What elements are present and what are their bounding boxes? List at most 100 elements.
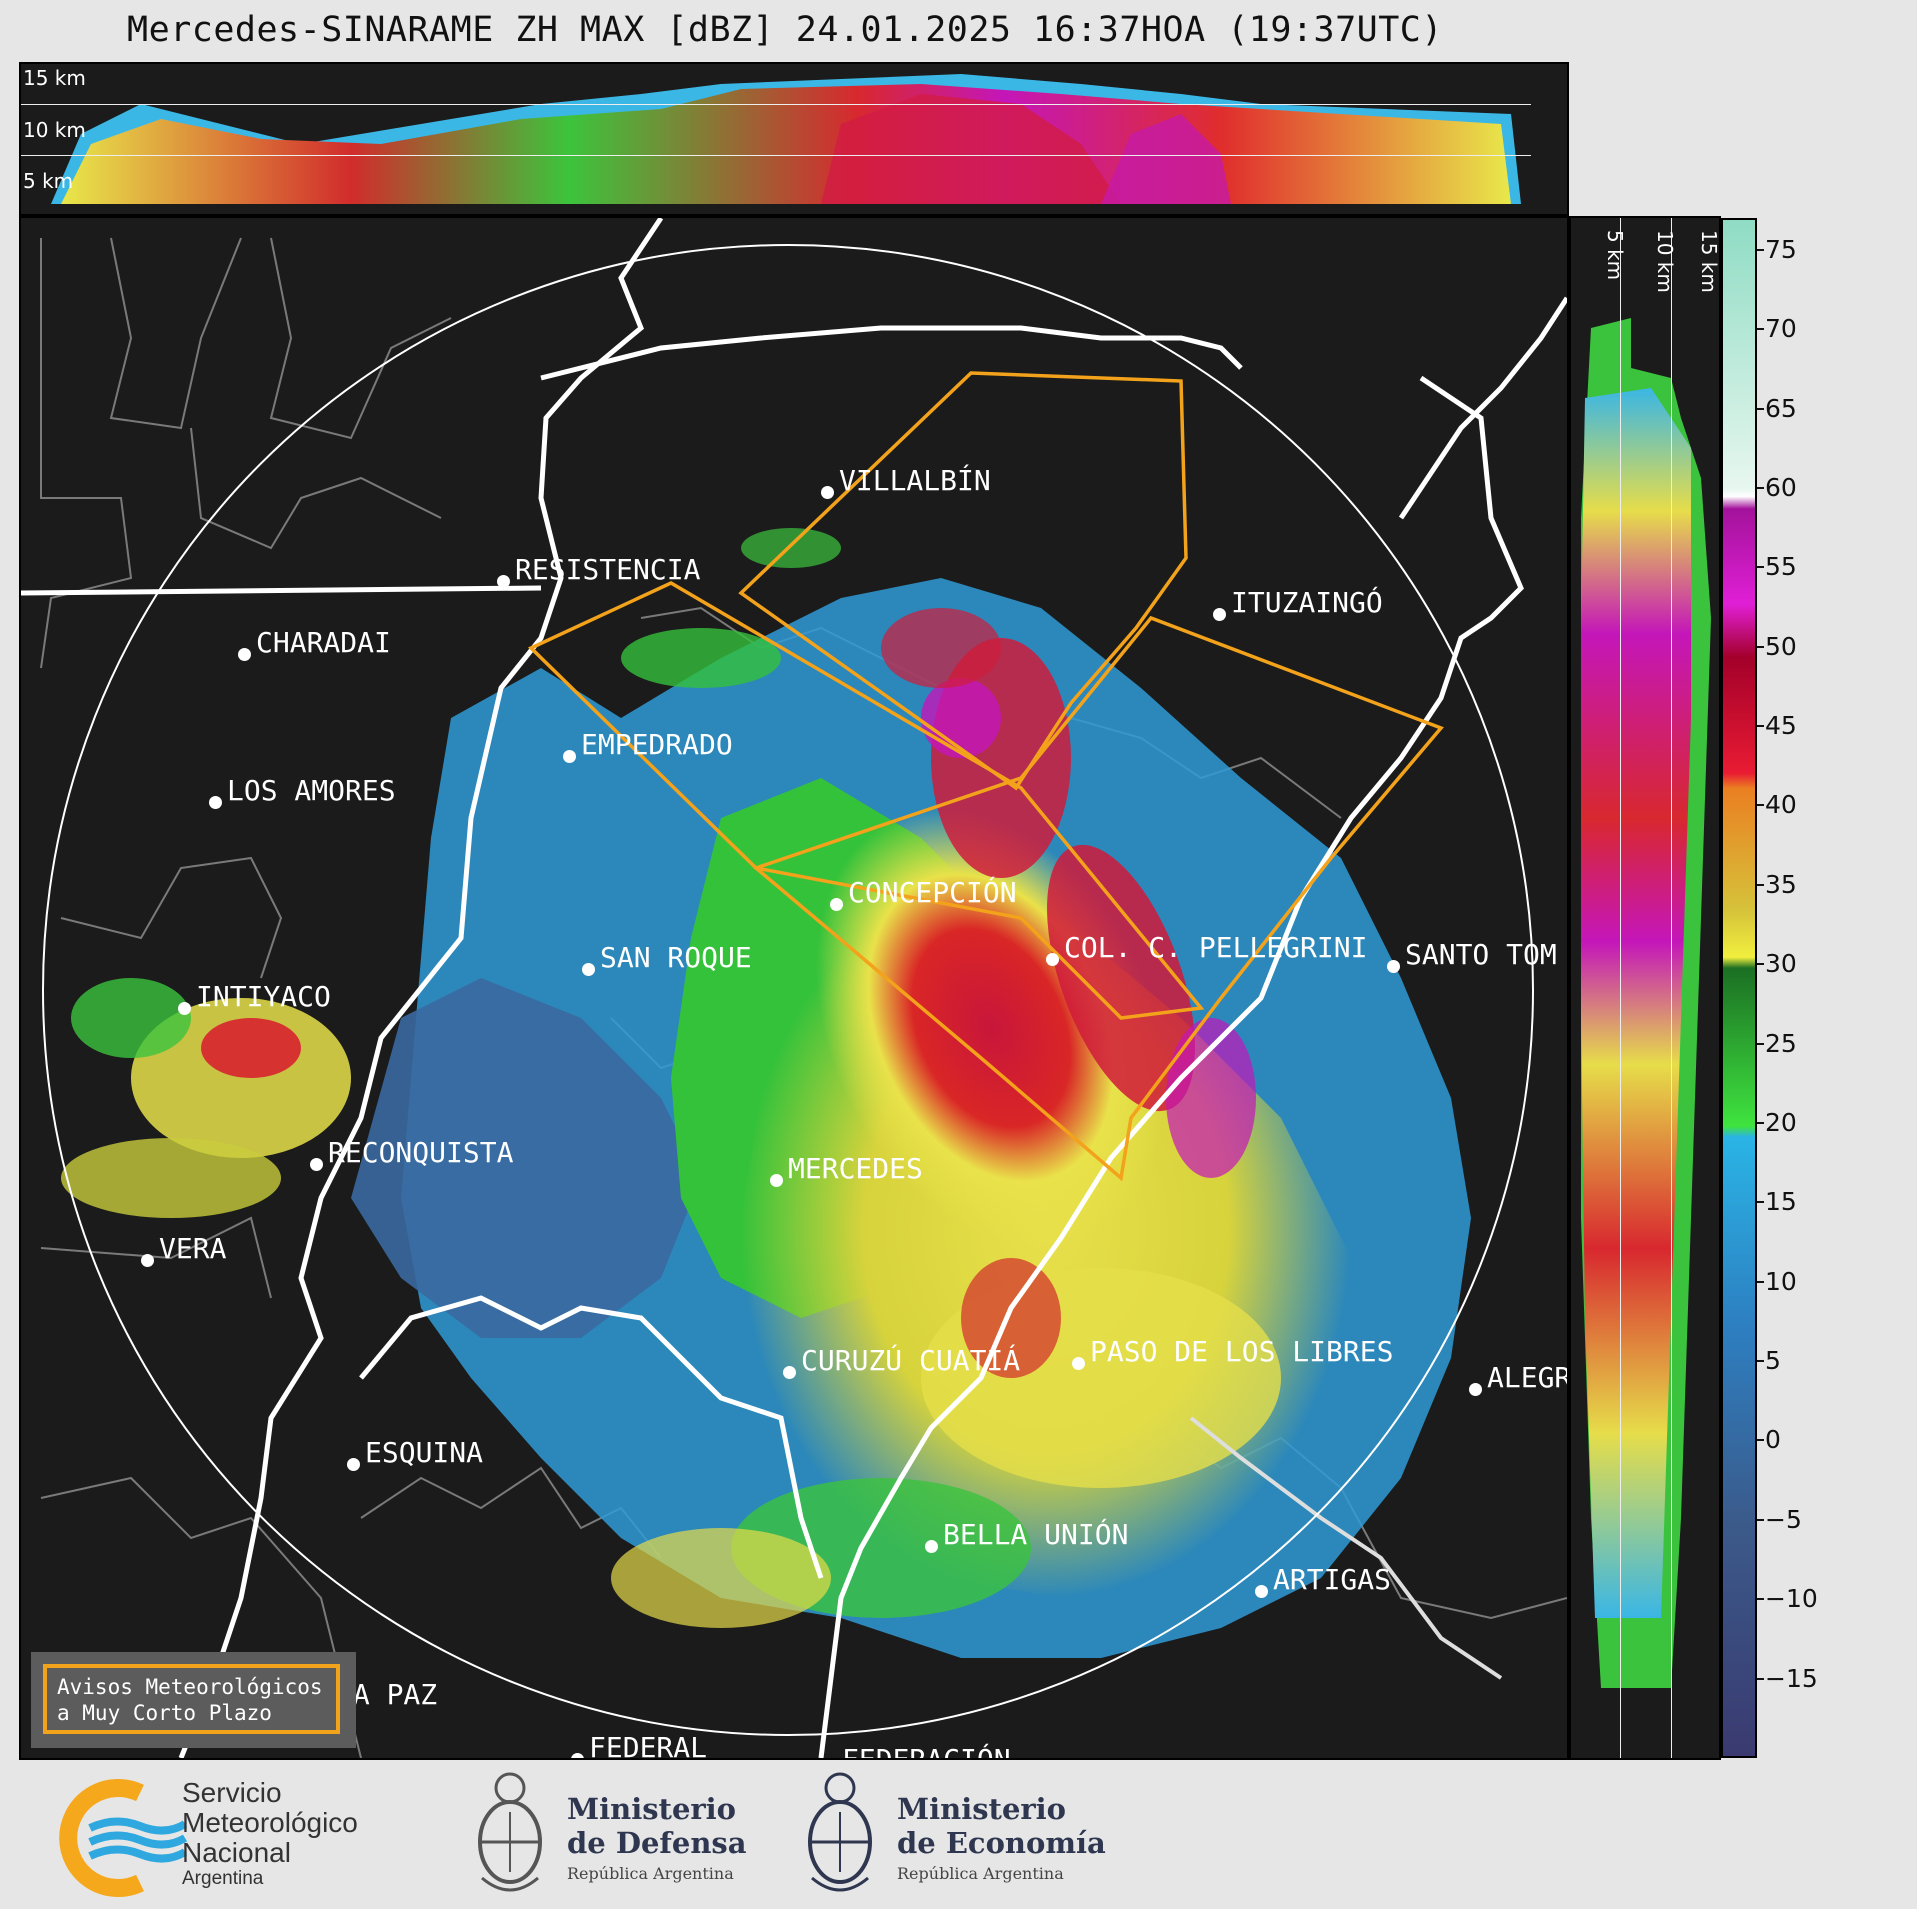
city-marker (141, 1254, 154, 1267)
city-label: CHARADAI (256, 626, 391, 659)
top-cross-section-echoes (51, 74, 1521, 204)
colorbar-tick-label: 20 (1765, 1107, 1797, 1137)
city-marker (1213, 608, 1226, 621)
smn-logo-text: Servicio Meteorológico Nacional Argentin… (182, 1778, 358, 1890)
top-cross-section: 15 km 10 km 5 km (19, 62, 1569, 216)
smn-line4: Argentina (182, 1868, 264, 1889)
dbz-colorbar (1721, 218, 1757, 1758)
city-marker (783, 1366, 796, 1379)
smn-line2: Meteorológico (182, 1807, 358, 1838)
colorbar-tick-label: −10 (1765, 1584, 1818, 1614)
smn-line1: Servicio (182, 1777, 282, 1808)
chart-title: Mercedes-SINARAME ZH MAX [dBZ] 24.01.202… (127, 10, 1443, 50)
right-cross-section: 5 km 10 km 15 km (1569, 216, 1721, 1760)
altitude-line-10km (21, 104, 1531, 105)
city-label: ESQUINA (365, 1436, 484, 1469)
city-label: ARTIGAS (1273, 1563, 1392, 1596)
altitude-line-10km-vertical (1671, 218, 1672, 1758)
altitude-label-5km: 5 km (23, 169, 74, 193)
city-label: COL. C. PELLEGRINI (1064, 931, 1368, 964)
colorbar-tick-mark (1757, 1677, 1764, 1680)
colorbar-tick-mark (1757, 486, 1764, 489)
warning-polygons[interactable] (527, 371, 1444, 1182)
colorbar-tick-label: 35 (1765, 869, 1797, 899)
warning-notice-line1: Avisos Meteorológicos (57, 1675, 323, 1699)
economia-sub: República Argentina (897, 1864, 1064, 1883)
warning-notice-line2: a Muy Corto Plazo (57, 1701, 272, 1725)
city-marker (497, 575, 510, 588)
altitude-label-10km: 10 km (23, 118, 86, 142)
city-label: SAN ROQUE (600, 941, 752, 974)
altitude-line-5km (21, 155, 1531, 156)
colorbar-tick-mark (1757, 1518, 1764, 1521)
economia-line1: Ministerio (897, 1792, 1067, 1826)
altitude-label-15km: 15 km (23, 66, 86, 90)
colorbar-tick-mark (1757, 328, 1764, 331)
colorbar-tick-label: 55 (1765, 552, 1797, 582)
colorbar-tick-label: 0 (1765, 1425, 1781, 1455)
colorbar-tick-label: −5 (1765, 1504, 1802, 1534)
city-marker (1072, 1357, 1085, 1370)
city-label: ITUZAINGÓ (1231, 586, 1383, 619)
city-label: VILLALBÍN (839, 464, 991, 497)
right-altitude-label-10km: 10 km (1653, 230, 1677, 293)
colorbar-tick-label: 45 (1765, 711, 1797, 741)
colorbar-tick-mark (1757, 1042, 1764, 1045)
city-marker (178, 1002, 191, 1015)
colorbar-tick-mark (1757, 566, 1764, 569)
colorbar-tick-label: 60 (1765, 472, 1797, 502)
colorbar-tick-label: 50 (1765, 631, 1797, 661)
colorbar-tick-mark (1757, 1360, 1764, 1363)
city-marker (209, 796, 222, 809)
economia-line2: de Economía (897, 1826, 1106, 1860)
colorbar-tick-mark (1757, 1201, 1764, 1204)
radar-map[interactable]: VILLALBÍN RESISTENCIA ITUZAINGÓ CHARADAI… (19, 216, 1569, 1760)
colorbar-tick-mark (1757, 1280, 1764, 1283)
city-marker (1469, 1383, 1482, 1396)
warning-notice-box[interactable]: Avisos Meteorológicos a Muy Corto Plazo (43, 1664, 340, 1734)
city-marker (830, 898, 843, 911)
city-label: RESISTENCIA (515, 553, 701, 586)
city-marker (821, 486, 834, 499)
smn-logo-icon (59, 1779, 188, 1897)
city-label: PASO DE LOS LIBRES (1090, 1335, 1394, 1368)
city-marker (563, 750, 576, 763)
colorbar-tick-mark (1757, 645, 1764, 648)
colorbar-tick-mark (1757, 248, 1764, 251)
city-marker (770, 1174, 783, 1187)
city-marker (1387, 960, 1400, 973)
city-label: SANTO TOM (1405, 938, 1557, 971)
colorbar-tick-mark (1757, 883, 1764, 886)
right-cross-section-echoes (1581, 318, 1711, 1688)
defensa-line2: de Defensa (567, 1826, 747, 1860)
colorbar-tick-label: 30 (1765, 949, 1797, 979)
radar-echoes (61, 528, 1471, 1658)
colorbar-tick-label: 5 (1765, 1346, 1781, 1376)
footer: Servicio Meteorológico Nacional Argentin… (0, 1760, 1917, 1909)
argentina-coat-of-arms-icon (478, 1772, 542, 1892)
colorbar-tick-mark (1757, 804, 1764, 807)
altitude-line-5km-vertical (1620, 218, 1621, 1758)
city-marker (1255, 1585, 1268, 1598)
colorbar-tick-label: 25 (1765, 1028, 1797, 1058)
dbz-colorbar-gradient (1723, 220, 1755, 1756)
colorbar-tick-mark (1757, 1439, 1764, 1442)
city-label: INTIYACO (196, 980, 331, 1013)
city-label: LOS AMORES (227, 774, 396, 807)
warning-notice[interactable]: Avisos Meteorológicos a Muy Corto Plazo (31, 1652, 356, 1748)
colorbar-tick-mark (1757, 1121, 1764, 1124)
city-label: CONCEPCIÓN (848, 876, 1017, 909)
defensa-sub: República Argentina (567, 1864, 734, 1883)
city-marker (582, 963, 595, 976)
city-label: RECONQUISTA (328, 1136, 514, 1169)
colorbar-tick-label: 15 (1765, 1187, 1797, 1217)
city-marker (310, 1158, 323, 1171)
city-label: MERCEDES (788, 1152, 923, 1185)
city-label: FEDERACIÓN (842, 1743, 1011, 1760)
city-marker (238, 648, 251, 661)
city-label: BELLA UNIÓN (943, 1518, 1129, 1551)
city-label: EMPEDRADO (581, 728, 733, 761)
province-boundaries (21, 218, 1567, 1758)
river-uruguay (1189, 1416, 1503, 1680)
city-label: VERA (159, 1232, 227, 1265)
